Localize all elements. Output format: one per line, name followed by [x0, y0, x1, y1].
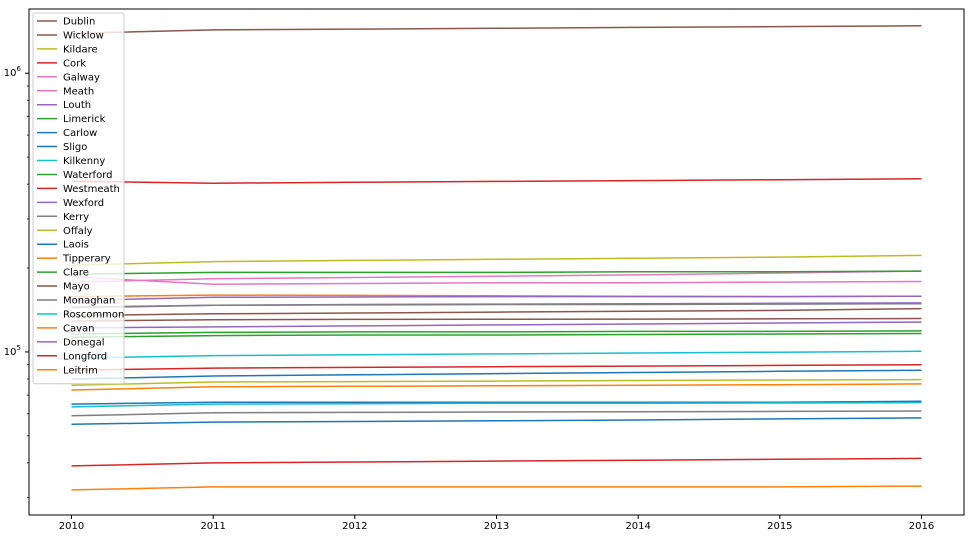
legend-label: Sligo [63, 142, 87, 153]
series-line-kerry [71, 302, 922, 308]
legend-label: Tipperary [62, 254, 111, 265]
legend-box [32, 12, 125, 385]
series-line-waterford [71, 332, 922, 338]
legend-label: Carlow [63, 128, 97, 139]
series-line-meath [71, 270, 922, 283]
legend-label: Waterford [63, 170, 112, 181]
series-line-laois [71, 369, 922, 380]
series-line-offaly [71, 378, 922, 386]
x-tick-label: 2011 [200, 521, 225, 532]
y-tick-label: 106 [4, 65, 22, 79]
legend-label: Dublin [63, 17, 95, 28]
legend-label: Cavan [63, 323, 95, 334]
series-line-mayo [71, 317, 922, 322]
series-line-kildare [71, 254, 922, 266]
legend: Dublin Wicklow Kildare Cork Galway Meath Louth… [32, 12, 125, 385]
series-layer [71, 25, 922, 491]
legend-label: Offaly [63, 226, 93, 237]
series-line-dublin [71, 25, 922, 35]
series-line-louth [71, 321, 922, 329]
series-line-clare [71, 330, 922, 335]
x-tick-label: 2012 [342, 521, 367, 532]
legend-label: Kerry [63, 212, 89, 223]
series-line-galway [71, 276, 922, 285]
x-tick-label: 2016 [909, 521, 934, 532]
series-line-longford [71, 457, 922, 467]
series-line-wicklow [71, 307, 922, 317]
legend-label: Galway [63, 72, 100, 83]
legend-label: Kilkenny [63, 156, 105, 167]
y-axis-ticks: 106 105 [4, 65, 29, 499]
legend-label: Kildare [63, 44, 98, 55]
legend-label: Longford [63, 351, 107, 362]
series-line-sligo [71, 400, 922, 405]
legend-label: Wicklow [63, 30, 104, 41]
x-tick-label: 2015 [767, 521, 792, 532]
legend-label: Clare [63, 268, 89, 279]
x-axis-ticks: 2010 2011 2012 2013 2014 2015 2016 [59, 515, 934, 532]
x-tick-label: 2010 [59, 521, 84, 532]
legend-label: Limerick [63, 114, 106, 125]
series-line-leitrim [71, 485, 922, 491]
series-line-monaghan [71, 410, 922, 417]
series-line-westmeath [71, 363, 922, 371]
legend-label: Mayo [63, 282, 90, 293]
x-tick-label: 2013 [484, 521, 509, 532]
legend-label: Donegal [63, 337, 105, 348]
series-line-cork [71, 178, 922, 184]
series-line-limerick [71, 270, 922, 276]
legend-label: Monaghan [63, 296, 115, 307]
series-line-cavan [71, 383, 922, 391]
series-line-kilkenny [71, 350, 922, 359]
series-line-roscommon [71, 401, 922, 408]
legend-label: Roscommon [63, 309, 124, 320]
series-line-carlow [71, 417, 922, 426]
legend-label: Cork [63, 58, 86, 69]
legend-label: Louth [63, 100, 91, 111]
series-line-donegal [71, 295, 922, 302]
y-tick-label: 105 [4, 344, 21, 358]
legend-label: Wexford [63, 198, 104, 209]
legend-label: Laois [63, 240, 89, 251]
legend-label: Meath [63, 86, 94, 97]
x-tick-label: 2014 [625, 521, 650, 532]
legend-label: Leitrim [63, 365, 98, 376]
legend-label: Westmeath [63, 184, 120, 195]
